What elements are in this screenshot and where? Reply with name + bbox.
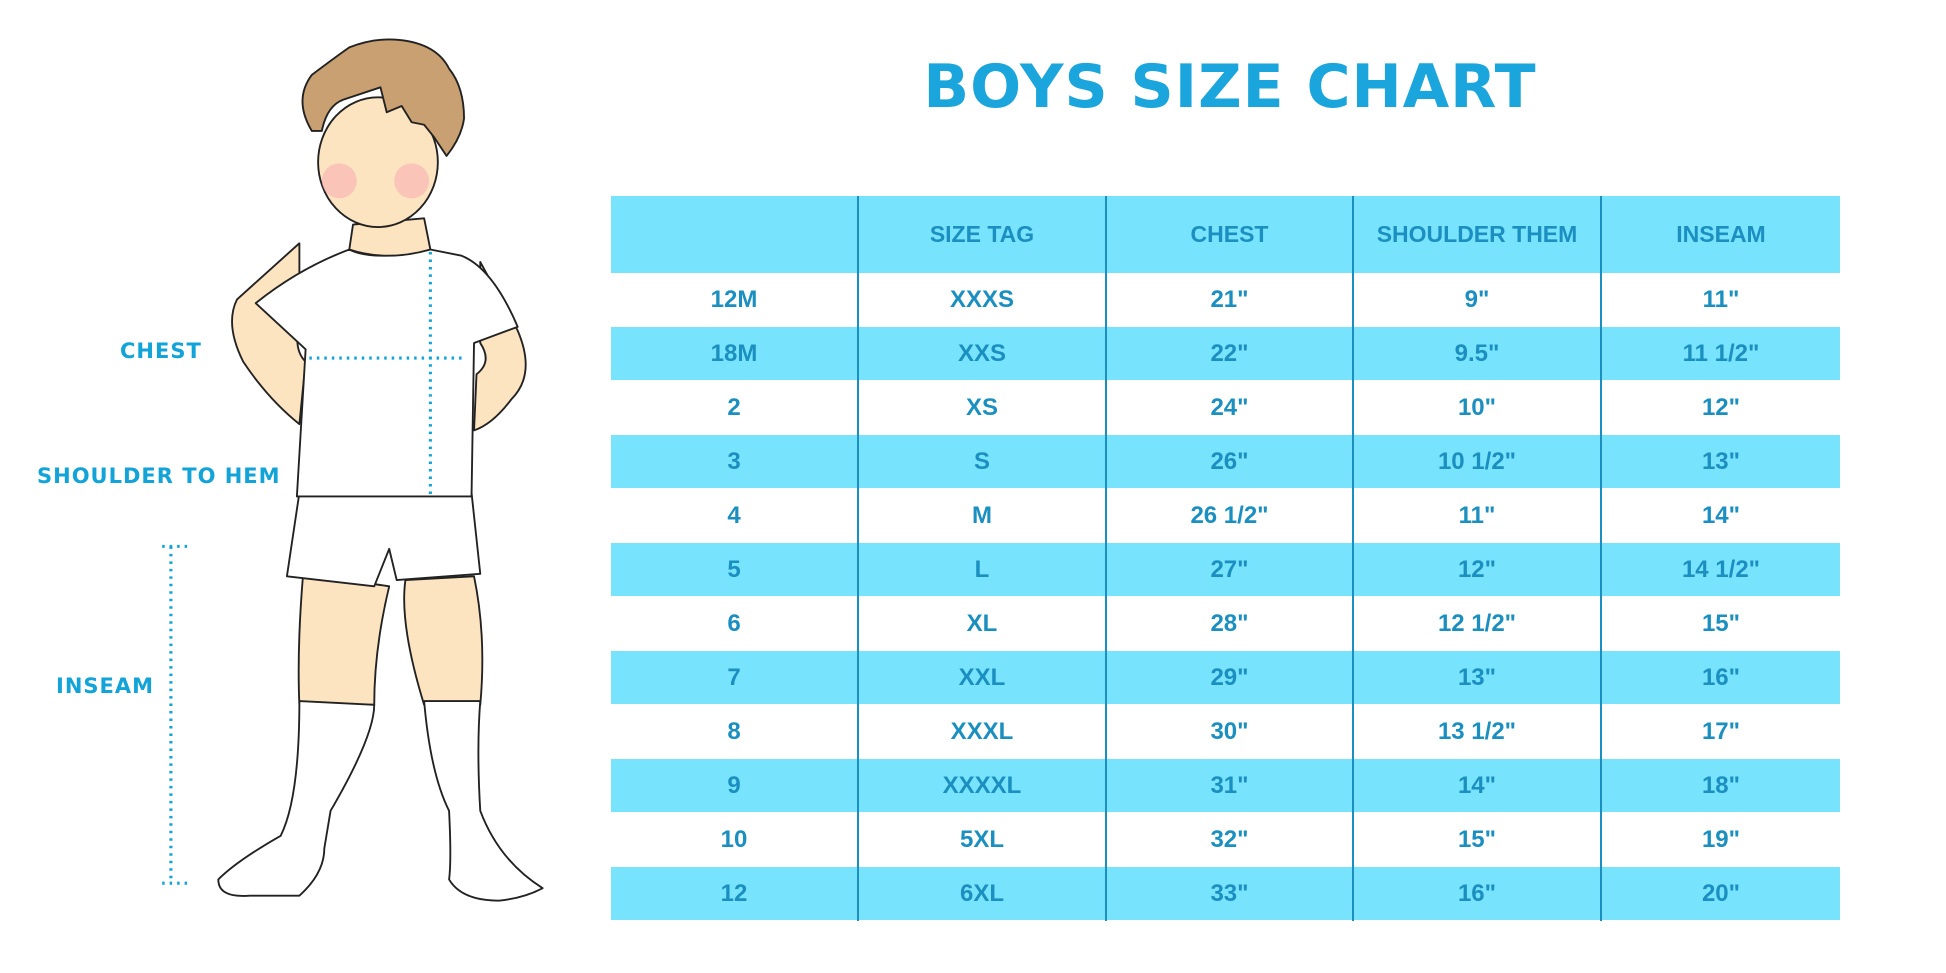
cell-shoulder: 13" — [1352, 651, 1601, 705]
cell-size: 10 — [611, 813, 858, 867]
cell-inseam: 18" — [1600, 759, 1840, 813]
cell-shoulder: 10 1/2" — [1352, 435, 1601, 489]
cell-chest: 31" — [1105, 759, 1353, 813]
cell-size: 4 — [611, 489, 858, 543]
table-row: 8 XXXL 30" 13 1/2" 17" — [611, 705, 1840, 759]
cell-inseam: 12" — [1600, 381, 1840, 435]
shoulder-to-hem-label: SHOULDER TO HEM — [37, 464, 281, 488]
cell-size: 18M — [611, 327, 858, 381]
cell-size-tag: XXXS — [857, 273, 1106, 327]
cell-shoulder: 16" — [1352, 867, 1601, 921]
cell-chest: 26 1/2" — [1105, 489, 1353, 543]
cell-size: 8 — [611, 705, 858, 759]
table-row: 4 M 26 1/2" 11" 14" — [611, 489, 1840, 543]
cell-inseam: 16" — [1600, 651, 1840, 705]
cell-inseam: 13" — [1600, 435, 1840, 489]
header-size — [611, 196, 858, 273]
cell-size-tag: XXL — [857, 651, 1106, 705]
left-leg — [297, 572, 391, 706]
left-sock — [217, 700, 376, 897]
cell-shoulder: 9.5" — [1352, 327, 1601, 381]
cell-chest: 27" — [1105, 543, 1353, 597]
cell-size-tag: S — [857, 435, 1106, 489]
table-row: 18M XXS 22" 9.5" 11 1/2" — [611, 327, 1840, 381]
cell-shoulder: 12" — [1352, 543, 1601, 597]
table-row: 9 XXXXL 31" 14" 18" — [611, 759, 1840, 813]
page-title: BOYS SIZE CHART — [923, 52, 1537, 122]
size-chart-table: SIZE TAG CHEST SHOULDER THEM INSEAM 12M X… — [611, 196, 1840, 921]
cell-chest: 30" — [1105, 705, 1353, 759]
cell-inseam: 17" — [1600, 705, 1840, 759]
cell-size-tag: XS — [857, 381, 1106, 435]
cell-size: 7 — [611, 651, 858, 705]
boy-illustration — [162, 38, 544, 902]
cell-shoulder: 13 1/2" — [1352, 705, 1601, 759]
cell-inseam: 19" — [1600, 813, 1840, 867]
cell-size-tag: L — [857, 543, 1106, 597]
table-row: 12 6XL 33" 16" 20" — [611, 867, 1840, 921]
hair — [301, 38, 465, 157]
cell-size-tag: XXXXL — [857, 759, 1106, 813]
table-row: 5 L 27" 12" 14 1/2" — [611, 543, 1840, 597]
cell-size: 12M — [611, 273, 858, 327]
cell-chest: 28" — [1105, 597, 1353, 651]
table-row: 12M XXXS 21" 9" 11" — [611, 273, 1840, 327]
header-inseam: INSEAM — [1600, 196, 1840, 273]
table-row: 6 XL 28" 12 1/2" 15" — [611, 597, 1840, 651]
cell-shoulder: 15" — [1352, 813, 1601, 867]
cell-shoulder: 11" — [1352, 489, 1601, 543]
table-header-row: SIZE TAG CHEST SHOULDER THEM INSEAM — [611, 196, 1840, 273]
cell-shoulder: 10" — [1352, 381, 1601, 435]
cell-chest: 26" — [1105, 435, 1353, 489]
cell-size-tag: XL — [857, 597, 1106, 651]
table-row: 10 5XL 32" 15" 19" — [611, 813, 1840, 867]
shorts — [285, 491, 482, 588]
table-row: 2 XS 24" 10" 12" — [611, 381, 1840, 435]
cell-chest: 22" — [1105, 327, 1353, 381]
cell-chest: 32" — [1105, 813, 1353, 867]
chest-label: CHEST — [120, 339, 202, 363]
cell-size-tag: 5XL — [857, 813, 1106, 867]
inseam-label: INSEAM — [56, 674, 155, 698]
cell-shoulder: 9" — [1352, 273, 1601, 327]
cell-size: 5 — [611, 543, 858, 597]
cell-chest: 29" — [1105, 651, 1353, 705]
cell-size-tag: 6XL — [857, 867, 1106, 921]
cell-size: 6 — [611, 597, 858, 651]
header-size-tag: SIZE TAG — [857, 196, 1106, 273]
cell-inseam: 11" — [1600, 273, 1840, 327]
right-leg — [403, 575, 484, 706]
cell-size-tag: M — [857, 489, 1106, 543]
cell-chest: 21" — [1105, 273, 1353, 327]
table-row: 7 XXL 29" 13" 16" — [611, 651, 1840, 705]
cell-inseam: 15" — [1600, 597, 1840, 651]
header-chest: CHEST — [1105, 196, 1353, 273]
cell-inseam: 14 1/2" — [1600, 543, 1840, 597]
cell-size-tag: XXXL — [857, 705, 1106, 759]
table-row: 3 S 26" 10 1/2" 13" — [611, 435, 1840, 489]
cell-inseam: 11 1/2" — [1600, 327, 1840, 381]
cell-chest: 33" — [1105, 867, 1353, 921]
cell-shoulder: 14" — [1352, 759, 1601, 813]
cell-size-tag: XXS — [857, 327, 1106, 381]
cell-inseam: 14" — [1600, 489, 1840, 543]
cell-size: 9 — [611, 759, 858, 813]
cell-chest: 24" — [1105, 381, 1353, 435]
cell-size: 12 — [611, 867, 858, 921]
cell-size: 2 — [611, 381, 858, 435]
right-sock — [423, 700, 544, 902]
header-shoulder: SHOULDER THEM — [1352, 196, 1601, 273]
cell-size: 3 — [611, 435, 858, 489]
cell-inseam: 20" — [1600, 867, 1840, 921]
cell-shoulder: 12 1/2" — [1352, 597, 1601, 651]
